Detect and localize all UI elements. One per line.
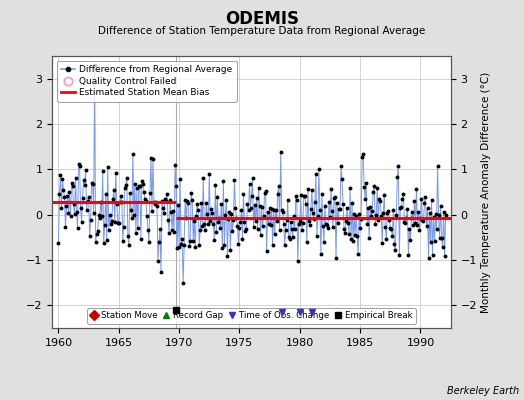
Legend: Station Move, Record Gap, Time of Obs. Change, Empirical Break: Station Move, Record Gap, Time of Obs. C… bbox=[88, 308, 416, 324]
Text: Difference of Station Temperature Data from Regional Average: Difference of Station Temperature Data f… bbox=[99, 26, 425, 36]
Y-axis label: Monthly Temperature Anomaly Difference (°C): Monthly Temperature Anomaly Difference (… bbox=[481, 71, 491, 313]
Text: Berkeley Earth: Berkeley Earth bbox=[446, 386, 519, 396]
Text: ODEMIS: ODEMIS bbox=[225, 10, 299, 28]
